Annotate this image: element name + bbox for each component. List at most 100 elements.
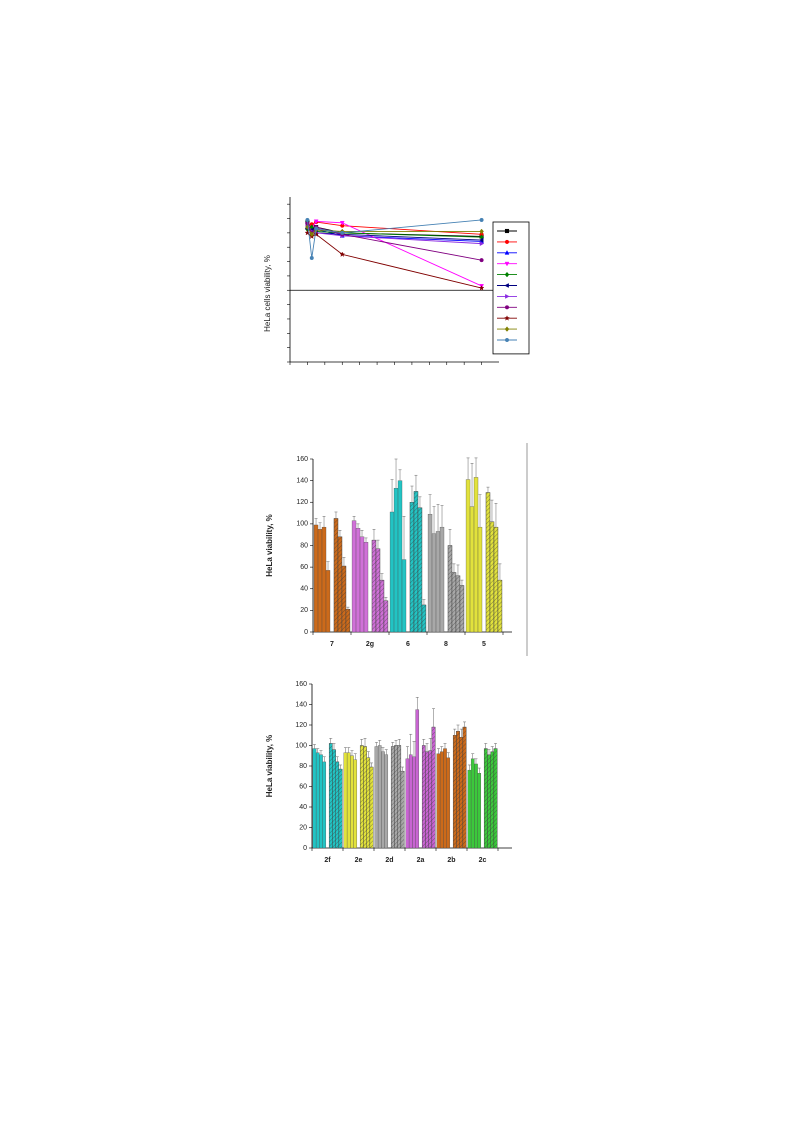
bar	[355, 528, 361, 633]
marker	[313, 231, 320, 237]
bar-hatch	[409, 502, 415, 633]
bar-hatch	[485, 492, 491, 633]
y-tick-label: 40	[300, 586, 308, 593]
bar-hatch	[332, 749, 336, 849]
marker	[478, 285, 485, 291]
marker	[339, 251, 346, 258]
bar-hatch	[493, 748, 498, 849]
bar	[470, 758, 475, 849]
marker	[305, 217, 310, 223]
bar	[435, 531, 441, 633]
bar	[353, 759, 358, 849]
bar	[412, 756, 416, 849]
bar-hatch	[431, 726, 436, 849]
marker	[340, 230, 345, 235]
marker	[478, 237, 484, 243]
bar	[397, 480, 403, 633]
bar	[343, 752, 348, 849]
bar-hatch	[421, 604, 427, 633]
marker	[305, 224, 310, 230]
bar-hatch	[369, 766, 374, 849]
y-tick-label: 160	[296, 456, 308, 463]
marker	[313, 219, 319, 225]
bar-hatch	[390, 746, 395, 849]
bar	[321, 526, 327, 633]
y-axis-label: HeLa cells viability, %	[263, 255, 272, 332]
bar	[408, 754, 413, 849]
bar-hatch	[456, 731, 460, 849]
x-tick-label: 2a	[417, 857, 425, 864]
bar	[350, 755, 354, 849]
y-tick-label: 0	[303, 845, 307, 852]
x-tick-label: 8	[444, 641, 448, 648]
bar-hatch	[413, 491, 419, 633]
bar-hatch	[363, 746, 367, 849]
bar	[393, 488, 399, 633]
bar-hatch	[497, 579, 503, 633]
bar-hatch	[490, 751, 495, 849]
bar-hatch	[383, 600, 389, 633]
y-tick-label: 120	[296, 499, 308, 506]
bar	[467, 769, 472, 849]
bar	[401, 559, 407, 633]
bar	[322, 761, 327, 849]
y-axis-label: HeLa viability, %	[265, 735, 274, 798]
marker	[309, 231, 315, 238]
marker	[479, 217, 484, 223]
bar-hatch	[487, 754, 491, 849]
y-tick-label: 40	[299, 804, 307, 811]
y-tick-label: 160	[295, 681, 307, 688]
x-tick-label: 7	[330, 641, 334, 648]
bar	[469, 506, 475, 633]
bar-hatch	[379, 579, 385, 633]
x-tick-label: 2c	[479, 857, 487, 864]
y-tick-label: 80	[300, 542, 308, 549]
bar	[363, 542, 369, 633]
marker	[504, 305, 510, 310]
y-tick-label: 20	[299, 824, 307, 831]
x-tick-label: 2g	[366, 641, 374, 648]
bar-hatch	[483, 748, 488, 849]
x-tick-label: 2e	[355, 857, 363, 864]
y-tick-label: 60	[299, 783, 307, 790]
bar	[359, 536, 365, 633]
marker	[504, 283, 509, 288]
bar-hatch	[394, 745, 398, 849]
bar-hatch	[425, 751, 429, 849]
marker	[479, 241, 485, 247]
bar	[427, 513, 433, 633]
bar	[473, 477, 479, 633]
y-tick-label: 100	[295, 742, 307, 749]
bar-hatch	[338, 768, 343, 849]
bar-hatch	[366, 757, 371, 849]
bar-hatch	[455, 575, 461, 633]
bar	[431, 533, 437, 633]
bar-hatch	[447, 545, 453, 633]
bar	[405, 758, 410, 849]
marker	[504, 261, 510, 267]
bar-hatch	[428, 750, 433, 849]
bar	[374, 746, 379, 849]
bar-hatch	[459, 585, 465, 633]
bar	[477, 773, 482, 849]
y-tick-label: 20	[300, 607, 308, 614]
bar-hatch	[493, 526, 499, 633]
marker	[479, 228, 484, 235]
bar-hatch	[341, 565, 347, 633]
marker	[309, 255, 314, 261]
bar	[415, 709, 420, 849]
y-tick-label: 120	[295, 722, 307, 729]
x-tick-label: 5	[482, 641, 486, 648]
bar-hatch	[400, 770, 405, 849]
bar-hatch	[397, 745, 402, 849]
bar	[465, 479, 471, 633]
y-tick-label: 80	[299, 763, 307, 770]
marker	[314, 226, 319, 231]
bar	[315, 752, 320, 849]
bar-hatch	[328, 743, 333, 849]
bar	[377, 745, 382, 849]
bar	[313, 524, 319, 633]
x-tick-label: 6	[406, 641, 410, 648]
bar-hatch	[489, 521, 495, 633]
